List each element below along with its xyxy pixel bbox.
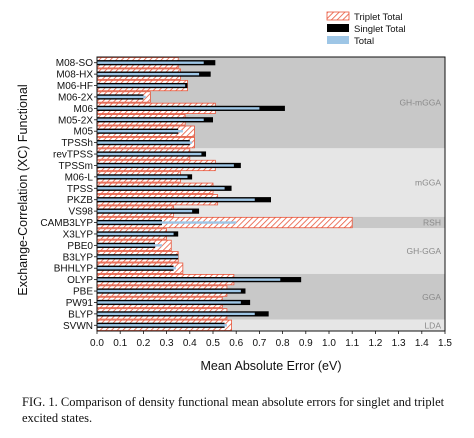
y-tick-label-14: CAMB3LYP <box>40 218 93 229</box>
x-tick-label-12: 1.2 <box>368 338 382 349</box>
y-tick-labels: M08-SOM08-HXM06-HFM06-2XM06M05-2XM05TPSS… <box>40 58 97 332</box>
total-bar-20 <box>97 289 241 293</box>
total-bar-18 <box>97 267 176 270</box>
x-tick-label-10: 1.0 <box>322 338 336 349</box>
legend-label-1: Singlet Total <box>354 24 406 35</box>
y-tick-label-22: BLYP <box>68 309 93 320</box>
x-tick-labels: 0.0 0.1 0.2 0.3 0.4 0.5 0.6 0.7 0.8 0.9 1.0 1.1 1.2 1… <box>90 331 452 349</box>
total-bar-12 <box>97 198 255 201</box>
group-label-5: LDA <box>424 320 441 330</box>
figure-caption: FIG. 1. Comparison of density functional… <box>22 395 445 425</box>
mae-bar-chart: M08-SOM08-HXM06-HFM06-2XM06M05-2XM05TPSS… <box>16 11 452 373</box>
total-bar-16 <box>97 244 162 247</box>
group-label-0: GH-mGGA <box>399 98 441 108</box>
y-tick-label-0: M08-SO <box>56 58 93 69</box>
total-bar-10 <box>97 175 188 179</box>
x-tick-label-1: 0.1 <box>113 338 127 349</box>
total-bar-5 <box>97 118 204 121</box>
total-bar-4 <box>97 107 260 110</box>
x-tick-label-14: 1.4 <box>415 338 429 349</box>
total-bar-19 <box>97 278 281 281</box>
y-tick-label-7: TPSSh <box>61 138 93 149</box>
legend-swatch-2 <box>327 36 349 44</box>
y-tick-label-21: PW91 <box>66 298 94 309</box>
legend-label-0: Triplet Total <box>354 12 403 23</box>
x-tick-label-15: 1.5 <box>438 338 452 349</box>
legend-swatch-1 <box>327 24 349 32</box>
total-bar-15 <box>97 232 174 236</box>
total-bar-11 <box>97 187 225 190</box>
total-bar-1 <box>97 72 200 76</box>
bars <box>96 57 353 331</box>
y-tick-label-20: PBE <box>73 287 93 298</box>
total-bar-22 <box>97 312 255 316</box>
x-tick-label-5: 0.5 <box>206 338 220 349</box>
y-tick-label-8: revTPSS <box>53 150 93 161</box>
plot-border <box>96 56 446 332</box>
y-tick-label-15: X3LYP <box>63 229 94 240</box>
x-tick-label-6: 0.6 <box>229 338 243 349</box>
group-label-4: GGA <box>422 292 441 302</box>
x-axis-label: Mean Absolute Error (eV) <box>200 359 341 373</box>
group-band-5 <box>97 319 445 331</box>
x-tick-label-8: 0.8 <box>276 338 290 349</box>
y-tick-label-19: OLYP <box>67 275 93 286</box>
total-bar-6 <box>97 130 183 133</box>
x-tick-label-0: 0.0 <box>90 338 104 349</box>
total-bar-13 <box>97 209 193 213</box>
total-bar-2 <box>97 84 186 87</box>
group-label-1: mGGA <box>415 178 441 188</box>
y-tick-label-10: M06-L <box>65 172 94 183</box>
total-bar-23 <box>97 324 227 327</box>
total-bar-14 <box>97 221 237 224</box>
y-tick-label-18: BHHLYP <box>54 264 94 275</box>
x-tick-label-7: 0.7 <box>252 338 266 349</box>
y-tick-label-1: M08-HX <box>56 70 93 81</box>
total-bar-7 <box>97 141 193 144</box>
total-bar-3 <box>97 95 146 99</box>
total-bar-0 <box>97 61 204 64</box>
y-tick-label-2: M06-HF <box>57 81 93 92</box>
x-tick-label-11: 1.1 <box>345 338 359 349</box>
y-tick-label-11: TPSS <box>67 184 93 195</box>
y-tick-label-13: VS98 <box>69 207 94 218</box>
total-bar-17 <box>97 255 179 258</box>
y-tick-label-23: SVWN <box>63 321 93 332</box>
legend-swatch-0 <box>326 11 350 21</box>
group-label-3: GH-GGA <box>407 246 442 256</box>
y-tick-label-17: B3LYP <box>63 252 94 263</box>
legend-label-2: Total <box>354 36 374 47</box>
y-axis-label: Exchange-Correlation (XC) Functional <box>16 84 30 295</box>
group-band-1 <box>97 148 445 217</box>
group-label-2: RSH <box>423 218 441 228</box>
total-bar-8 <box>97 152 202 156</box>
y-tick-label-12: PKZB <box>67 195 93 206</box>
plot-frame <box>96 56 446 332</box>
y-tick-label-4: M06 <box>74 104 94 115</box>
y-tick-label-16: PBE0 <box>67 241 93 252</box>
y-tick-label-3: M06-2X <box>58 92 93 103</box>
x-tick-label-13: 1.3 <box>392 338 406 349</box>
y-tick-label-6: M05 <box>74 127 94 138</box>
group-labels: GH-mGGA mGGA RSH GH-GGA GGA LDA <box>399 98 441 331</box>
x-tick-label-3: 0.3 <box>160 338 174 349</box>
y-tick-label-5: M05-2X <box>58 115 93 126</box>
y-tick-label-9: TPSSm <box>59 161 93 172</box>
x-tick-label-4: 0.4 <box>183 338 197 349</box>
x-tick-label-9: 0.9 <box>299 338 313 349</box>
total-bar-9 <box>97 164 234 167</box>
total-bar-21 <box>97 301 241 304</box>
x-tick-label-2: 0.2 <box>136 338 150 349</box>
